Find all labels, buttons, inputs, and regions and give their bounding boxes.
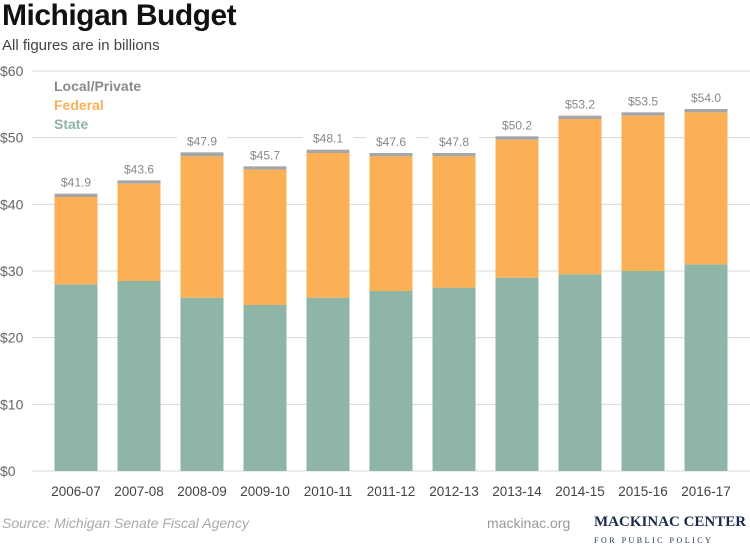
- bar-state: [495, 277, 539, 471]
- label-background: [366, 133, 416, 149]
- bar-federal: [243, 169, 287, 305]
- bar-state: [243, 305, 287, 471]
- bar-federal: [306, 153, 350, 298]
- total-label: $53.5: [628, 94, 658, 108]
- bar-state: [306, 297, 350, 471]
- total-label: $54.0: [691, 91, 721, 105]
- bar-state: [684, 264, 728, 471]
- bar-local-private: [306, 149, 350, 153]
- total-label: $50.2: [502, 118, 532, 132]
- total-label: $53.2: [565, 98, 595, 112]
- y-tick-label: $50: [0, 130, 24, 146]
- label-background: [429, 133, 479, 149]
- label-background: [303, 129, 353, 146]
- legend-entry: State: [54, 116, 88, 132]
- bar-state: [369, 291, 413, 471]
- bar-federal: [684, 112, 728, 265]
- total-label: $43.6: [124, 162, 154, 176]
- bar-local-private: [684, 109, 728, 113]
- x-tick-label: 2016-17: [681, 484, 731, 499]
- bar-federal: [180, 156, 224, 298]
- bar-local-private: [495, 136, 539, 140]
- total-label: $47.6: [376, 135, 406, 149]
- x-tick-label: 2007-08: [114, 484, 164, 499]
- bar-local-private: [369, 153, 413, 157]
- x-tick-label: 2006-07: [51, 484, 101, 499]
- label-background: [177, 132, 227, 149]
- y-tick-label: $30: [0, 263, 24, 279]
- bar-federal: [432, 156, 476, 288]
- y-tick-label: $0: [0, 463, 16, 479]
- label-background: [51, 173, 101, 190]
- bar-federal: [54, 197, 98, 285]
- x-tick-label: 2015-16: [618, 484, 668, 499]
- x-tick-label: 2013-14: [492, 484, 542, 499]
- bar-local-private: [558, 115, 602, 119]
- y-tick-label: $10: [0, 396, 24, 412]
- y-tick-label: $40: [0, 196, 24, 212]
- bar-federal: [117, 183, 161, 281]
- y-tick-label: $60: [0, 63, 24, 79]
- total-label: $41.9: [61, 176, 91, 190]
- bar-federal: [495, 139, 539, 278]
- bar-state: [621, 271, 665, 471]
- logo-tagline: FOR PUBLIC POLICY: [594, 536, 714, 545]
- label-background: [618, 92, 668, 109]
- x-tick-label: 2011-12: [367, 484, 416, 499]
- chart-title: Michigan Budget: [2, 0, 237, 32]
- bar-federal: [558, 119, 602, 275]
- bar-local-private: [180, 152, 224, 157]
- legend-entry: Federal: [54, 97, 104, 113]
- chart-subtitle: All figures are in billions: [2, 37, 160, 54]
- x-tick-label: 2010-11: [304, 484, 353, 499]
- label-background: [114, 160, 164, 177]
- bar-state: [558, 274, 602, 471]
- total-label: $45.7: [250, 148, 280, 162]
- x-tick-label: 2009-10: [240, 484, 290, 499]
- legend-entry: Local/Private: [54, 78, 141, 94]
- bar-local-private: [54, 193, 98, 197]
- bar-local-private: [243, 166, 287, 170]
- site-link[interactable]: mackinac.org: [487, 515, 571, 531]
- label-background: [240, 146, 290, 163]
- mackinac-logo: MACKINAC CENTER FOR PUBLIC POLICY: [594, 512, 750, 548]
- x-tick-label: 2008-09: [177, 484, 227, 499]
- total-label: $47.9: [187, 134, 217, 148]
- bar-state: [180, 297, 224, 471]
- source-note: Source: Michigan Senate Fiscal Agency: [2, 515, 249, 531]
- bar-federal: [369, 156, 413, 291]
- bar-local-private: [117, 180, 161, 184]
- total-label: $48.1: [313, 132, 343, 146]
- label-background: [681, 89, 731, 105]
- bar-federal: [621, 115, 665, 272]
- label-background: [492, 116, 542, 133]
- x-tick-label: 2012-13: [429, 484, 479, 499]
- label-background: [555, 95, 605, 112]
- bar-local-private: [432, 153, 476, 157]
- y-tick-label: $20: [0, 330, 24, 346]
- total-label: $47.8: [439, 135, 469, 149]
- bar-local-private: [621, 112, 665, 116]
- bar-state: [432, 287, 476, 471]
- x-tick-label: 2014-15: [555, 484, 605, 499]
- bar-state: [54, 284, 98, 471]
- logo-name: MACKINAC CENTER: [594, 514, 747, 530]
- bar-state: [117, 281, 161, 471]
